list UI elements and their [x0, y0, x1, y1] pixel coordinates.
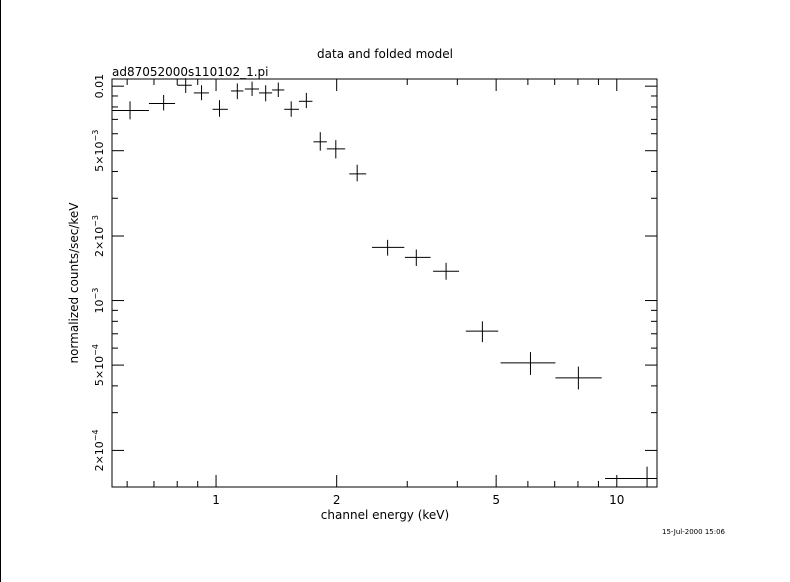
window-left-edge [0, 0, 1, 582]
y-tick-label-text: 0.01 [93, 74, 106, 99]
x-tick-label: 10 [609, 493, 624, 507]
y-axis-label: normalized counts/sec/keV [67, 202, 81, 364]
data-point [500, 352, 556, 375]
data-point [555, 366, 602, 390]
data-point [433, 262, 460, 280]
data-point [259, 85, 273, 102]
data-point [284, 101, 299, 117]
x-axis-label: channel energy (keV) [321, 508, 449, 522]
data-point [112, 101, 149, 120]
data-point [231, 83, 244, 100]
y-tick-label-text: 5×10−4 [91, 344, 106, 386]
chart-subtitle: ad87052000s110102_1.pi [112, 65, 269, 79]
y-tick-label: 2×10−3 [91, 215, 106, 257]
data-point [193, 85, 209, 101]
data-point [177, 78, 192, 93]
y-tick-label: 10−3 [91, 288, 106, 314]
plot-frame [111, 78, 658, 488]
y-tick-label: 2×10−4 [91, 429, 106, 471]
x-axis-tick-labels: 1 2 5 10 [212, 493, 624, 507]
x-tick-label: 5 [492, 493, 500, 507]
data-point [326, 140, 346, 159]
x-tick-label: 2 [333, 493, 341, 507]
x-tick-label: 1 [212, 493, 220, 507]
y-tick-label: 5×10−4 [91, 344, 106, 386]
y-axis-ticks [112, 85, 657, 451]
y-tick-label: 0.01 [93, 74, 106, 99]
data-point [272, 82, 285, 98]
data-point [349, 164, 367, 182]
y-tick-label-text: 2×10−3 [91, 215, 106, 257]
data-points [112, 78, 657, 487]
data-point [298, 92, 313, 109]
data-point [371, 239, 405, 256]
chart-title: data and folded model [317, 47, 453, 61]
y-axis-tick-labels: 0.01 5×10−3 2×10−3 10−3 5×10−4 2×10−4 [91, 74, 106, 471]
y-tick-label: 5×10−3 [91, 130, 106, 172]
data-point [244, 81, 260, 96]
data-point [605, 466, 657, 487]
data-point [404, 249, 431, 266]
data-point [148, 94, 176, 111]
x-axis-ticks [126, 79, 618, 487]
y-tick-label-text: 2×10−4 [91, 429, 106, 471]
data-point [465, 321, 499, 343]
data-point [313, 132, 327, 151]
timestamp: 15-Jul-2000 15:06 [662, 528, 726, 536]
y-tick-label-text: 5×10−3 [91, 130, 106, 172]
y-tick-label-text: 10−3 [91, 288, 106, 314]
data-point [212, 100, 228, 117]
